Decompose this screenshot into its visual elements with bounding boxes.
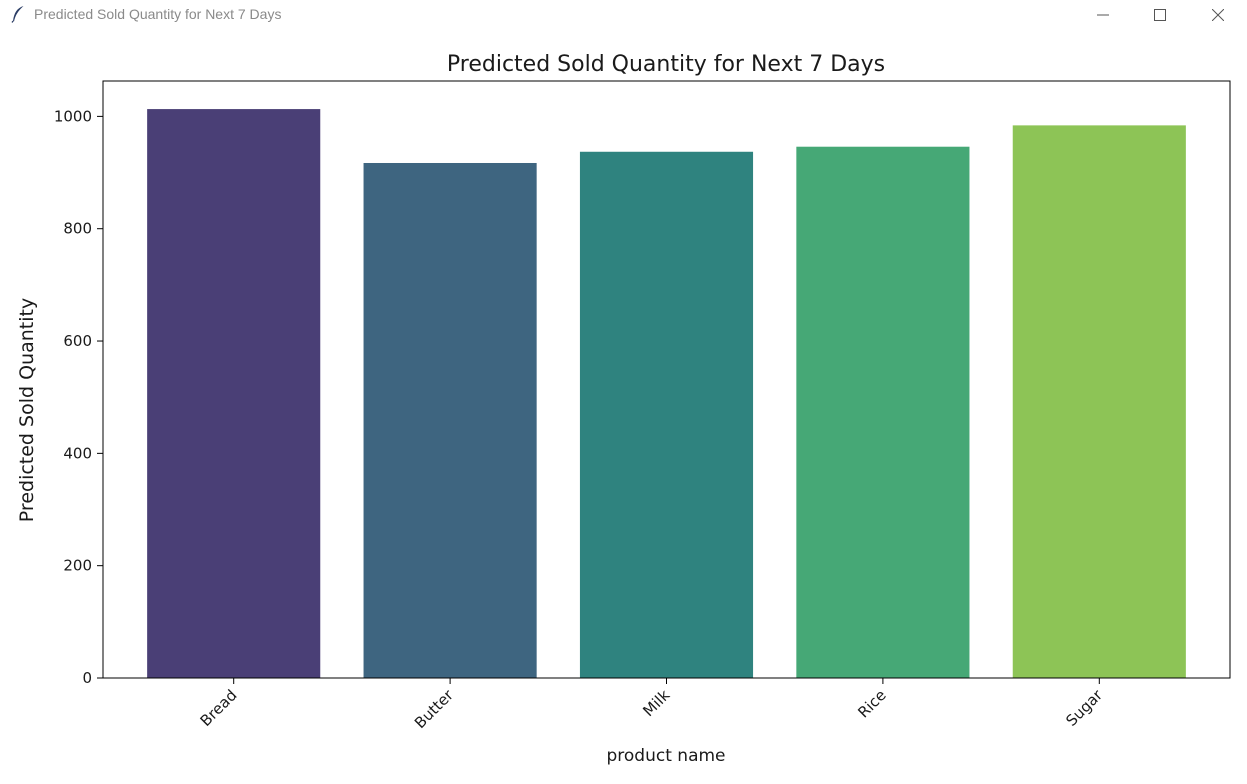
close-button[interactable] xyxy=(1195,0,1241,30)
bar-rice xyxy=(796,146,970,678)
bar-sugar xyxy=(1012,125,1186,679)
minimize-button[interactable] xyxy=(1080,0,1126,30)
bars-group xyxy=(147,109,1186,679)
maximize-icon xyxy=(1154,9,1166,21)
x-axis-label: product name xyxy=(607,746,726,766)
y-axis: 0 200 400 600 800 1000 xyxy=(54,107,103,687)
y-axis-label: Predicted Sold Quantity xyxy=(16,298,38,522)
y-tick-label: 200 xyxy=(63,557,92,575)
close-icon xyxy=(1212,9,1224,21)
bar-milk xyxy=(579,151,754,678)
title-bar[interactable]: Predicted Sold Quantity for Next 7 Days xyxy=(0,0,1247,30)
x-tick-label: Milk xyxy=(639,686,673,720)
x-tick-label: Bread xyxy=(197,686,241,730)
y-tick-label: 0 xyxy=(82,669,92,687)
bar-bread xyxy=(147,109,321,678)
x-axis: Bread Butter Milk Rice Sugar xyxy=(197,678,1107,732)
y-tick-label: 800 xyxy=(63,220,92,238)
y-tick-label: 1000 xyxy=(54,107,92,125)
maximize-button[interactable] xyxy=(1137,0,1183,30)
x-tick-label: Sugar xyxy=(1062,686,1106,730)
x-tick-label: Butter xyxy=(411,686,458,733)
chart-title: Predicted Sold Quantity for Next 7 Days xyxy=(447,52,885,77)
y-tick-label: 400 xyxy=(63,444,92,462)
minimize-icon xyxy=(1097,14,1109,16)
y-tick-label: 600 xyxy=(63,332,92,350)
feather-icon xyxy=(11,6,24,23)
x-tick-label: Rice xyxy=(854,686,889,721)
bar-butter xyxy=(363,162,537,679)
bar-chart: Predicted Sold Quantity for Next 7 Days … xyxy=(16,52,1231,766)
window-title: Predicted Sold Quantity for Next 7 Days xyxy=(34,6,282,22)
